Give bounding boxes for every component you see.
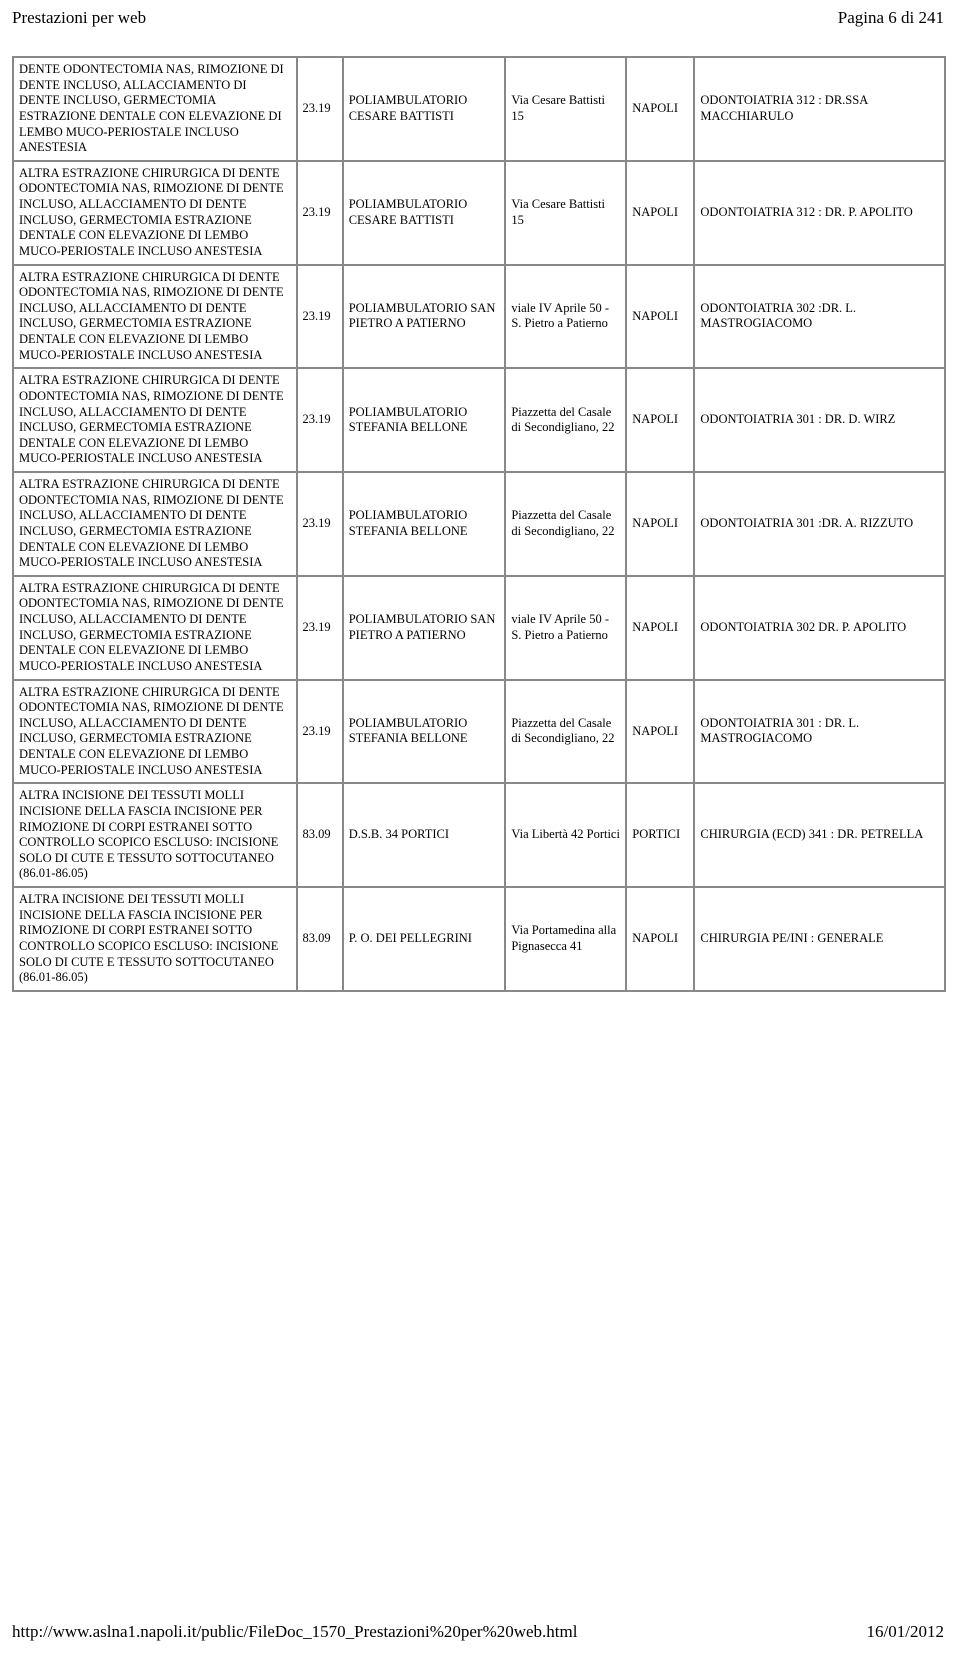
cell-city: NAPOLI: [626, 576, 694, 680]
cell-address: Piazzetta del Casale di Secondigliano, 2…: [505, 472, 626, 576]
cell-facility: POLIAMBULATORIO CESARE BATTISTI: [343, 161, 506, 265]
cell-facility: P. O. DEI PELLEGRINI: [343, 887, 506, 991]
cell-code: 23.19: [297, 472, 343, 576]
cell-desc: ALTRA INCISIONE DEI TESSUTI MOLLI INCISI…: [13, 887, 297, 991]
cell-code: 83.09: [297, 887, 343, 991]
cell-facility: D.S.B. 34 PORTICI: [343, 783, 506, 887]
cell-note: ODONTOIATRIA 301 :DR. A. RIZZUTO: [694, 472, 945, 576]
cell-facility: POLIAMBULATORIO SAN PIETRO A PATIERNO: [343, 576, 506, 680]
footer-left: http://www.aslna1.napoli.it/public/FileD…: [12, 1622, 577, 1642]
cell-address: Via Portamedina alla Pignasecca 41: [505, 887, 626, 991]
table-row: ALTRA INCISIONE DEI TESSUTI MOLLI INCISI…: [13, 783, 945, 887]
cell-address: Via Cesare Battisti 15: [505, 161, 626, 265]
header-right: Pagina 6 di 241: [838, 8, 944, 28]
cell-note: ODONTOIATRIA 301 : DR. D. WIRZ: [694, 368, 945, 472]
cell-note: ODONTOIATRIA 312 : DR. P. APOLITO: [694, 161, 945, 265]
cell-code: 83.09: [297, 783, 343, 887]
cell-desc: ALTRA ESTRAZIONE CHIRURGICA DI DENTE ODO…: [13, 472, 297, 576]
table-row: ALTRA INCISIONE DEI TESSUTI MOLLI INCISI…: [13, 887, 945, 991]
table-row: ALTRA ESTRAZIONE CHIRURGICA DI DENTE ODO…: [13, 576, 945, 680]
cell-desc: ALTRA ESTRAZIONE CHIRURGICA DI DENTE ODO…: [13, 576, 297, 680]
cell-desc: ALTRA ESTRAZIONE CHIRURGICA DI DENTE ODO…: [13, 161, 297, 265]
cell-code: 23.19: [297, 368, 343, 472]
cell-note: ODONTOIATRIA 302 DR. P. APOLITO: [694, 576, 945, 680]
cell-desc: ALTRA ESTRAZIONE CHIRURGICA DI DENTE ODO…: [13, 680, 297, 784]
cell-facility: POLIAMBULATORIO SAN PIETRO A PATIERNO: [343, 265, 506, 369]
cell-code: 23.19: [297, 576, 343, 680]
cell-code: 23.19: [297, 265, 343, 369]
cell-code: 23.19: [297, 57, 343, 161]
cell-address: viale IV Aprile 50 - S. Pietro a Patiern…: [505, 265, 626, 369]
cell-facility: POLIAMBULATORIO STEFANIA BELLONE: [343, 472, 506, 576]
cell-desc: ALTRA INCISIONE DEI TESSUTI MOLLI INCISI…: [13, 783, 297, 887]
cell-city: NAPOLI: [626, 887, 694, 991]
cell-address: Via Libertà 42 Portici: [505, 783, 626, 887]
page-header: Prestazioni per web Pagina 6 di 241: [0, 0, 960, 56]
cell-city: NAPOLI: [626, 265, 694, 369]
cell-address: Via Cesare Battisti 15: [505, 57, 626, 161]
cell-city: PORTICI: [626, 783, 694, 887]
cell-city: NAPOLI: [626, 368, 694, 472]
table-row: ALTRA ESTRAZIONE CHIRURGICA DI DENTE ODO…: [13, 161, 945, 265]
table-row: ALTRA ESTRAZIONE CHIRURGICA DI DENTE ODO…: [13, 265, 945, 369]
cell-address: Piazzetta del Casale di Secondigliano, 2…: [505, 680, 626, 784]
cell-city: NAPOLI: [626, 680, 694, 784]
cell-note: ODONTOIATRIA 301 : DR. L. MASTROGIACOMO: [694, 680, 945, 784]
cell-note: CHIRURGIA (ECD) 341 : DR. PETRELLA: [694, 783, 945, 887]
cell-facility: POLIAMBULATORIO CESARE BATTISTI: [343, 57, 506, 161]
table-row: ALTRA ESTRAZIONE CHIRURGICA DI DENTE ODO…: [13, 680, 945, 784]
cell-city: NAPOLI: [626, 472, 694, 576]
footer-right: 16/01/2012: [867, 1622, 944, 1642]
table-row: DENTE ODONTECTOMIA NAS, RIMOZIONE DI DEN…: [13, 57, 945, 161]
cell-city: NAPOLI: [626, 161, 694, 265]
cell-note: ODONTOIATRIA 302 :DR. L. MASTROGIACOMO: [694, 265, 945, 369]
cell-code: 23.19: [297, 680, 343, 784]
data-table: DENTE ODONTECTOMIA NAS, RIMOZIONE DI DEN…: [12, 56, 946, 992]
table-row: ALTRA ESTRAZIONE CHIRURGICA DI DENTE ODO…: [13, 368, 945, 472]
cell-desc: DENTE ODONTECTOMIA NAS, RIMOZIONE DI DEN…: [13, 57, 297, 161]
header-left: Prestazioni per web: [12, 8, 146, 28]
cell-note: CHIRURGIA PE/INI : GENERALE: [694, 887, 945, 991]
cell-city: NAPOLI: [626, 57, 694, 161]
table-row: ALTRA ESTRAZIONE CHIRURGICA DI DENTE ODO…: [13, 472, 945, 576]
cell-address: viale IV Aprile 50 - S. Pietro a Patiern…: [505, 576, 626, 680]
cell-facility: POLIAMBULATORIO STEFANIA BELLONE: [343, 680, 506, 784]
cell-code: 23.19: [297, 161, 343, 265]
cell-desc: ALTRA ESTRAZIONE CHIRURGICA DI DENTE ODO…: [13, 265, 297, 369]
cell-desc: ALTRA ESTRAZIONE CHIRURGICA DI DENTE ODO…: [13, 368, 297, 472]
cell-address: Piazzetta del Casale di Secondigliano, 2…: [505, 368, 626, 472]
cell-facility: POLIAMBULATORIO STEFANIA BELLONE: [343, 368, 506, 472]
table-container: DENTE ODONTECTOMIA NAS, RIMOZIONE DI DEN…: [0, 56, 960, 992]
page-footer: http://www.aslna1.napoli.it/public/FileD…: [0, 1622, 960, 1642]
cell-note: ODONTOIATRIA 312 : DR.SSA MACCHIARULO: [694, 57, 945, 161]
